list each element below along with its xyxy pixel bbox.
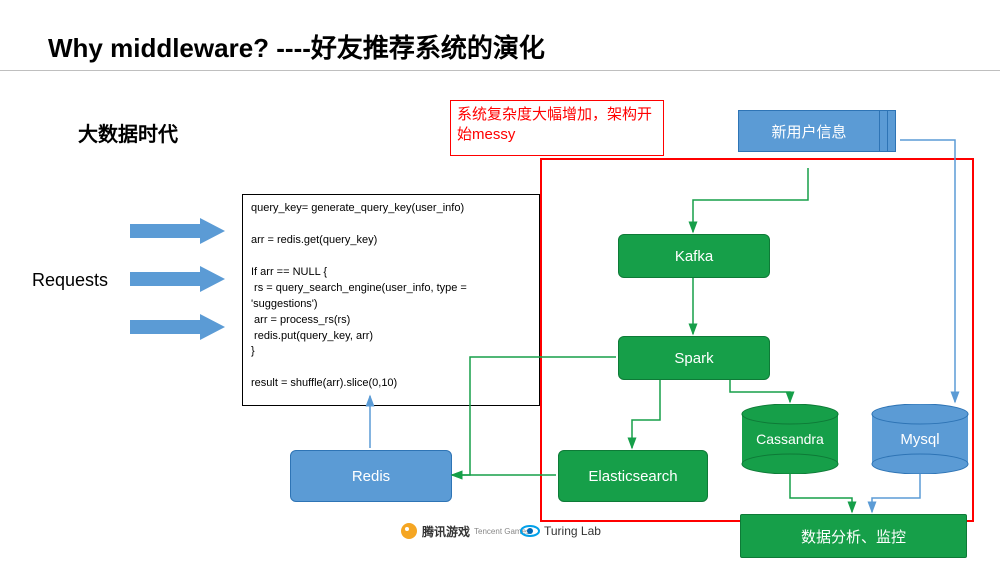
title-divider [0,70,1000,71]
turing-icon [520,522,540,540]
mysql-cylinder: Mysql [870,404,970,474]
tencent-icon [400,522,418,540]
kafka-label: Kafka [675,248,713,265]
redis-node: Redis [290,450,452,502]
turing-logo: Turing Lab [520,522,601,540]
elastic-node: Elasticsearch [558,450,708,502]
analytics-node: 数据分析、监控 [740,514,967,558]
page-title: Why middleware? ----好友推荐系统的演化 [48,28,545,65]
tencent-logo: 腾讯游戏 Tencent Games [400,522,530,540]
new-user-stack: 新用户信息 [738,110,898,166]
elastic-label: Elasticsearch [588,468,677,485]
mysql-label: Mysql [870,404,970,474]
tencent-text: 腾讯游戏 [422,523,470,540]
code-box: query_key= generate_query_key(user_info)… [242,194,540,406]
request-arrow-1 [130,218,225,244]
callout-box: 系统复杂度大幅增加，架构开始messy [450,100,664,156]
spark-node: Spark [618,336,770,380]
subtitle: 大数据时代 [78,118,178,147]
request-arrow-2 [130,266,225,292]
spark-label: Spark [674,350,713,367]
requests-label: Requests [32,270,108,291]
analytics-label: 数据分析、监控 [801,526,906,547]
cassandra-cylinder: Cassandra [740,404,840,474]
new-user-label: 新用户信息 [771,121,846,142]
cassandra-label: Cassandra [740,404,840,474]
redis-label: Redis [352,468,390,485]
kafka-node: Kafka [618,234,770,278]
slide: Why middleware? ----好友推荐系统的演化 大数据时代 Requ… [0,0,1000,562]
request-arrow-3 [130,314,225,340]
turing-text: Turing Lab [544,524,601,538]
